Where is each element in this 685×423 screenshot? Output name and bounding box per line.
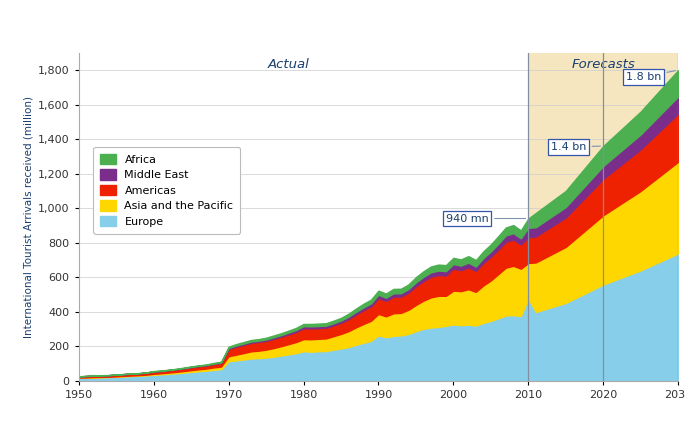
Text: Forecasts: Forecasts bbox=[571, 58, 635, 71]
Bar bbox=[528, 53, 678, 381]
Text: UNWTO Tourism Towards 2030: Actual trend and forecast 1950-2030: UNWTO Tourism Towards 2030: Actual trend… bbox=[8, 16, 464, 29]
Text: 1.8 bn: 1.8 bn bbox=[625, 71, 675, 82]
Text: 940 mn: 940 mn bbox=[446, 214, 525, 223]
Y-axis label: International Tourist Arrivals received (million): International Tourist Arrivals received … bbox=[24, 96, 34, 338]
Text: Actual: Actual bbox=[268, 58, 310, 71]
Legend: Africa, Middle East, Americas, Asia and the Pacific, Europe: Africa, Middle East, Americas, Asia and … bbox=[93, 147, 240, 233]
Text: 1.4 bn: 1.4 bn bbox=[551, 142, 601, 152]
